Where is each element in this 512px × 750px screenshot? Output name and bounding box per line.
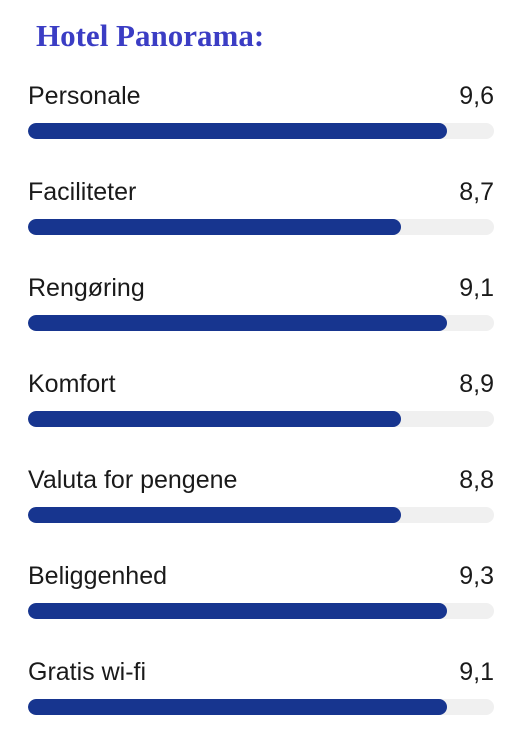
score-label: Beliggenhed [28,562,168,590]
score-label: Personale [28,82,141,110]
score-bar-fill [28,315,448,331]
score-bar-fill [28,699,448,715]
score-row-faciliteter: Faciliteter 8,7 [28,174,494,270]
page-title: Hotel Panorama: [36,18,265,53]
score-bar-track [28,507,494,523]
score-value: 8,8 [459,466,494,494]
score-bar-track [28,699,494,715]
score-value: 9,6 [459,82,494,110]
score-bar-track [28,123,494,139]
score-value: 8,7 [459,178,494,206]
score-row-komfort: Komfort 8,9 [28,366,494,462]
score-bar-track [28,219,494,235]
score-value: 9,1 [459,274,494,302]
score-label: Valuta for pengene [28,466,238,494]
score-bar-fill [28,603,448,619]
score-value: 9,3 [459,562,494,590]
score-label: Faciliteter [28,178,137,206]
score-row-beliggenhed: Beliggenhed 9,3 [28,558,494,654]
score-bar-track [28,411,494,427]
score-row-personale: Personale 9,6 [28,78,494,174]
score-row-gratis-wifi: Gratis wi-fi 9,1 [28,654,494,750]
score-value: 9,1 [459,658,494,686]
score-bar-track [28,603,494,619]
score-list: Personale 9,6 Faciliteter 8,7 Rengøring … [28,78,494,750]
score-label: Komfort [28,370,116,398]
score-row-valuta-for-pengene: Valuta for pengene 8,8 [28,462,494,558]
score-bar-fill [28,507,401,523]
score-bar-fill [28,123,448,139]
score-bar-track [28,315,494,331]
score-bar-fill [28,411,401,427]
score-value: 8,9 [459,370,494,398]
score-label: Rengøring [28,274,145,302]
score-label: Gratis wi-fi [28,658,147,686]
score-bar-fill [28,219,401,235]
score-row-rengoring: Rengøring 9,1 [28,270,494,366]
